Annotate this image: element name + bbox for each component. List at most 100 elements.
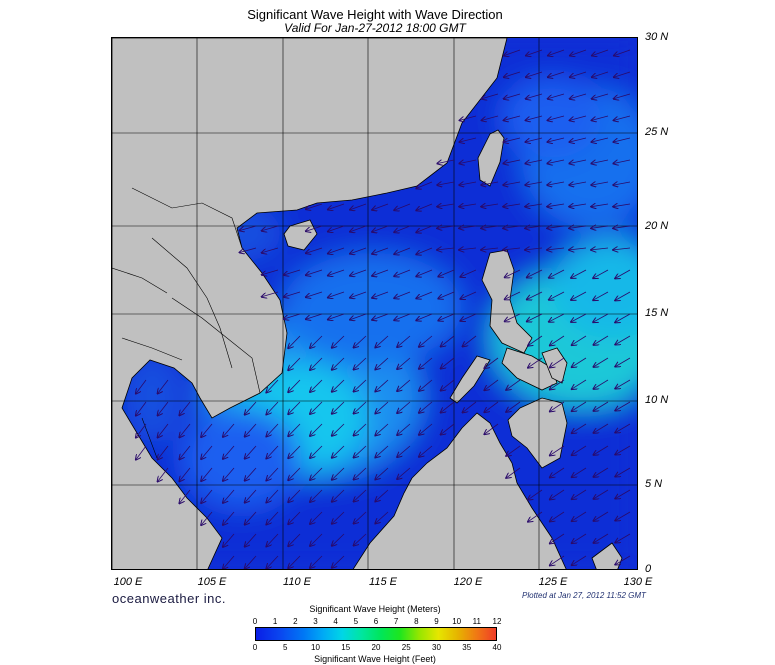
colorbar-meter-tick: 11 [472,617,481,626]
wave-direction-arrow [310,467,323,480]
wave-direction-arrow [527,313,543,322]
wave-direction-arrow [419,357,433,369]
wave-direction-arrow [310,379,323,392]
wave-direction-arrow [332,445,345,458]
wave-direction-arrow [310,423,323,436]
wave-direction-arrow [136,379,147,394]
wave-direction-arrow [549,269,565,278]
wave-direction-arrow [201,445,213,459]
wave-direction-arrow [350,203,367,210]
wave-direction-arrow [504,137,521,142]
wave-direction-arrow [615,335,631,345]
wave-direction-arrow [397,423,411,435]
wave-direction-arrow [375,401,389,413]
wave-direction-arrow [481,182,499,185]
wave-direction-arrow [223,533,235,547]
wave-direction-arrow [484,379,499,390]
lon-label-115e: 115 E [369,576,397,588]
wave-height-map [111,37,638,570]
wave-direction-arrow [481,204,499,207]
wave-direction-arrow [288,533,301,546]
colorbar-feet-tick: 10 [311,643,320,652]
wave-direction-arrow [354,379,367,392]
wave-direction-arrow [570,137,587,142]
wave-direction-arrow [482,115,499,120]
colorbar-meter-tick: 3 [313,617,318,626]
wave-direction-arrow [550,401,565,411]
wave-direction-arrow [266,401,279,415]
wave-direction-arrow [437,182,455,185]
wave-direction-arrow [441,423,455,435]
wave-direction-arrow [266,445,279,459]
wave-direction-arrow [525,204,543,207]
colorbar-title-meters: Significant Wave Height (Meters) [309,604,441,614]
colorbar-meter-tick: 9 [434,617,439,626]
wave-direction-arrow [179,423,191,437]
wave-direction-arrow [550,357,565,367]
wave-direction-arrow [284,269,301,275]
wave-direction-arrow [459,204,477,207]
wave-direction-arrow [550,335,565,345]
wave-direction-arrow [591,204,609,207]
country-borders [112,187,261,459]
wave-direction-arrow [288,555,301,568]
wave-direction-arrow [136,423,147,438]
wave-direction-arrow [570,71,587,77]
wave-direction-arrow [594,379,609,389]
lat-label-20n: 20 N [645,220,669,232]
wave-direction-arrow [332,555,345,568]
wave-direction-arrow [179,467,191,481]
wave-direction-arrow [441,357,455,369]
lat-label-10n: 10 N [645,394,669,406]
wave-direction-arrow [615,269,631,278]
wave-direction-arrow [613,182,631,185]
brand-logo-text: oceanweather inc. [112,591,227,606]
wave-direction-arrow [572,533,587,543]
wave-direction-arrow [179,489,191,503]
wave-direction-arrow [613,160,631,164]
wave-direction-arrow [481,248,499,250]
wave-direction-arrow [591,182,609,185]
wave-direction-arrow [372,225,389,232]
wave-direction-arrow [223,489,235,503]
wave-direction-arrow [547,248,565,250]
wave-direction-arrow [459,182,477,185]
colorbar-title-feet: Significant Wave Height (Feet) [314,654,436,664]
wave-direction-arrow [525,182,543,185]
wave-direction-arrow [569,204,587,207]
wave-direction-arrow [419,445,433,457]
wave-direction-arrow [354,533,367,546]
wave-direction-arrow [262,247,279,253]
wave-direction-arrow [525,160,543,164]
colorbar-meter-tick: 8 [414,617,419,626]
wave-direction-arrow [569,160,587,164]
wave-direction-arrow [332,467,345,480]
wave-direction-arrow [223,445,235,459]
wave-direction-arrow [350,291,367,298]
wave-direction-arrow [223,423,235,437]
wave-direction-arrow [571,269,587,278]
wave-direction-arrow [375,423,389,435]
colorbar-meter-tick: 6 [373,617,379,626]
wave-direction-arrow [375,379,389,391]
wave-direction-arrow [245,489,257,503]
wave-direction-arrow [482,93,499,99]
lon-label-110e: 110 E [283,576,311,588]
wave-direction-arrow [416,313,433,320]
wave-direction-arrow [201,511,213,525]
wave-direction-arrow [572,555,587,565]
colorbar-feet-tick: 20 [371,643,381,652]
wave-direction-arrow [354,335,367,348]
wave-direction-arrow [571,291,587,300]
wave-direction-arrow [245,423,257,437]
wave-direction-arrow [332,357,345,370]
colorbar [255,627,497,641]
borneo [352,412,567,569]
wave-direction-arrow [547,204,565,207]
wave-direction-arrow [397,357,411,369]
wave-direction-arrow [572,445,587,455]
wave-direction-arrow [504,49,521,56]
wave-direction-arrow [306,269,323,275]
wave-direction-arrow [437,226,455,228]
wave-direction-arrow [328,313,345,320]
